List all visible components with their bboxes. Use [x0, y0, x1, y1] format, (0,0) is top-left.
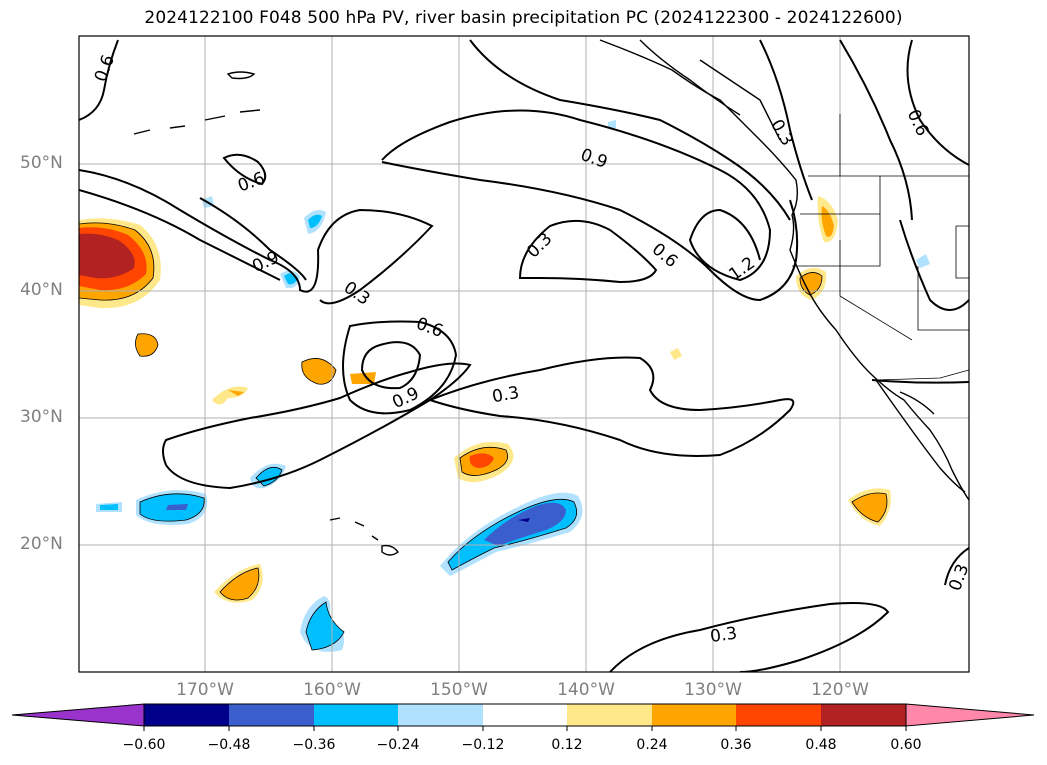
pv-contour-2: [79, 189, 281, 281]
colorbar-bin: [229, 704, 314, 726]
colorbar-bin: [821, 704, 906, 726]
contour-label: 0.3: [523, 229, 556, 262]
colorbar-tick-label: −0.24: [376, 737, 420, 753]
coastlines: [133, 39, 969, 556]
pv-contour-18: [609, 602, 890, 672]
colorbar-extend-max: [905, 703, 1035, 727]
colorbar-tick-label: −0.36: [292, 737, 336, 753]
lon-label-120w: 120°W: [811, 680, 869, 700]
contour-label: 0.3: [709, 624, 739, 648]
pv-contour-12: [469, 39, 791, 221]
pv-contour-3: [199, 197, 307, 281]
colorbar-tick-label: 0.24: [636, 737, 668, 753]
pv-contour-20: [871, 379, 969, 384]
pv-contour-9: [381, 109, 772, 282]
contour-label: 1.2: [725, 253, 759, 285]
pv-contour-5: [162, 362, 472, 490]
colorbar-extend-min: [11, 703, 145, 727]
pv-contour-17: [899, 219, 969, 311]
precip-blob-d2: [469, 453, 494, 468]
pv-contour-1: [79, 169, 434, 305]
colorbar: [11, 703, 1035, 731]
colorbar-tick-label: −0.60: [122, 737, 166, 753]
pv-contour-6: [342, 320, 458, 415]
map-title: 2024122100 F048 500 hPa PV, river basin …: [144, 8, 903, 28]
lon-label-140w: 140°W: [557, 680, 615, 700]
pv-contour-13: [79, 39, 119, 121]
precip-neg-main3: [518, 518, 530, 522]
precip-blob-a: [135, 333, 158, 357]
map-frame: [78, 35, 970, 673]
precip-neg-e1: [308, 214, 322, 228]
contour-label: 0.9: [578, 145, 610, 173]
lon-label-150w: 150°W: [430, 680, 488, 700]
colorbar-bin: [483, 704, 567, 726]
lon-label-130w: 130°W: [684, 680, 742, 700]
colorbar-outline: [143, 703, 907, 727]
precip-blob-b1: [228, 390, 244, 396]
precip-blob-west-3: [79, 233, 135, 279]
precip-neg-d1: [306, 602, 344, 650]
contour-label: 0.6: [413, 314, 445, 342]
graticule: [79, 36, 969, 672]
pv-contour-10: [381, 161, 799, 302]
pv-contour-7: [360, 341, 422, 390]
precip-dot: [670, 348, 682, 360]
lat-label-30n: 30°N: [20, 407, 63, 427]
precip-neg-main2: [484, 502, 566, 546]
colorbar-bin: [144, 704, 229, 726]
pv-contour-4: [222, 153, 267, 186]
borders: [792, 114, 969, 381]
pv-contour-8: [429, 356, 795, 457]
precip-neg-a2: [166, 504, 188, 510]
lat-label-40n: 40°N: [20, 280, 63, 300]
lon-label-170w: 170°W: [176, 680, 234, 700]
precip-neg-i: [916, 254, 930, 268]
precip-blob-c: [301, 358, 336, 385]
precip-blob-b: [212, 386, 248, 405]
pv-contour-15: [839, 39, 913, 221]
precip-blob-g1: [800, 272, 822, 295]
pv-contours: [79, 39, 969, 672]
colorbar-tick-label: 0.36: [720, 737, 752, 753]
colorbar-tick-label: 0.12: [551, 737, 583, 753]
lat-label-50n: 50°N: [20, 153, 63, 173]
precip-blob-e1: [220, 568, 259, 600]
precip-shading: [79, 120, 930, 652]
colorbar-tick-label: −0.48: [207, 737, 251, 753]
pv-contour-11: [518, 219, 658, 284]
colorbar-bin: [567, 704, 652, 726]
contour-label: 0.6: [903, 106, 933, 139]
precip-neg-h: [608, 120, 616, 128]
lon-label-160w: 160°W: [303, 680, 361, 700]
pv-contour-14: [759, 39, 813, 201]
pv-contour-19: [944, 547, 969, 586]
colorbar-tick-label: −0.12: [461, 737, 505, 753]
precip-neg-b1: [100, 504, 118, 510]
contour-label: 0.3: [491, 383, 521, 407]
colorbar-bin: [652, 704, 736, 726]
lat-label-20n: 20°N: [20, 534, 63, 554]
colorbar-tick-label: 0.48: [805, 737, 837, 753]
precip-outlines: [79, 222, 888, 651]
colorbar-bin: [736, 704, 821, 726]
pv-contour-16: [906, 39, 969, 166]
contour-label: 0.6: [91, 52, 119, 84]
contour-labels: 0.6 0.6 0.9 0.3 0.6 0.9 0.3 0.9 0.3 0.6 …: [91, 52, 973, 647]
colorbar-bin: [314, 704, 398, 726]
colorbar-tick-label: 0.60: [890, 737, 922, 753]
colorbar-bin: [398, 704, 483, 726]
precip-blob-f1: [852, 493, 887, 522]
